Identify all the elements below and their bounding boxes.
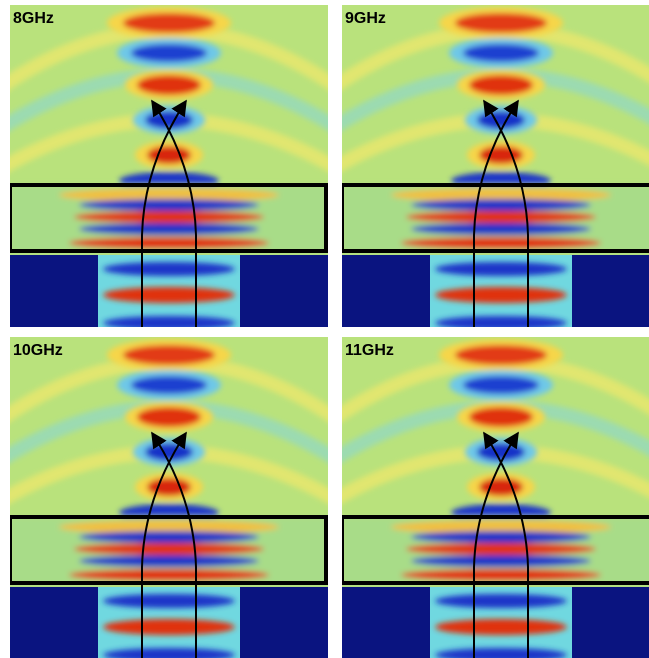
field-map (0, 337, 348, 658)
panel: 10GHz (0, 337, 348, 658)
field-map (322, 337, 649, 658)
field-map (0, 5, 348, 330)
panel-label: 10GHz (13, 342, 63, 359)
panel-label: 9GHz (345, 10, 386, 27)
panel: 11GHz (322, 337, 649, 658)
panel: 9GHz (322, 5, 649, 330)
figure: 8GHz 9GHz 10GHz 11GHz (0, 0, 649, 658)
panel-label: 11GHz (345, 342, 394, 359)
panel-label: 8GHz (13, 10, 54, 27)
field-map (322, 5, 649, 330)
panel: 8GHz (0, 5, 348, 330)
